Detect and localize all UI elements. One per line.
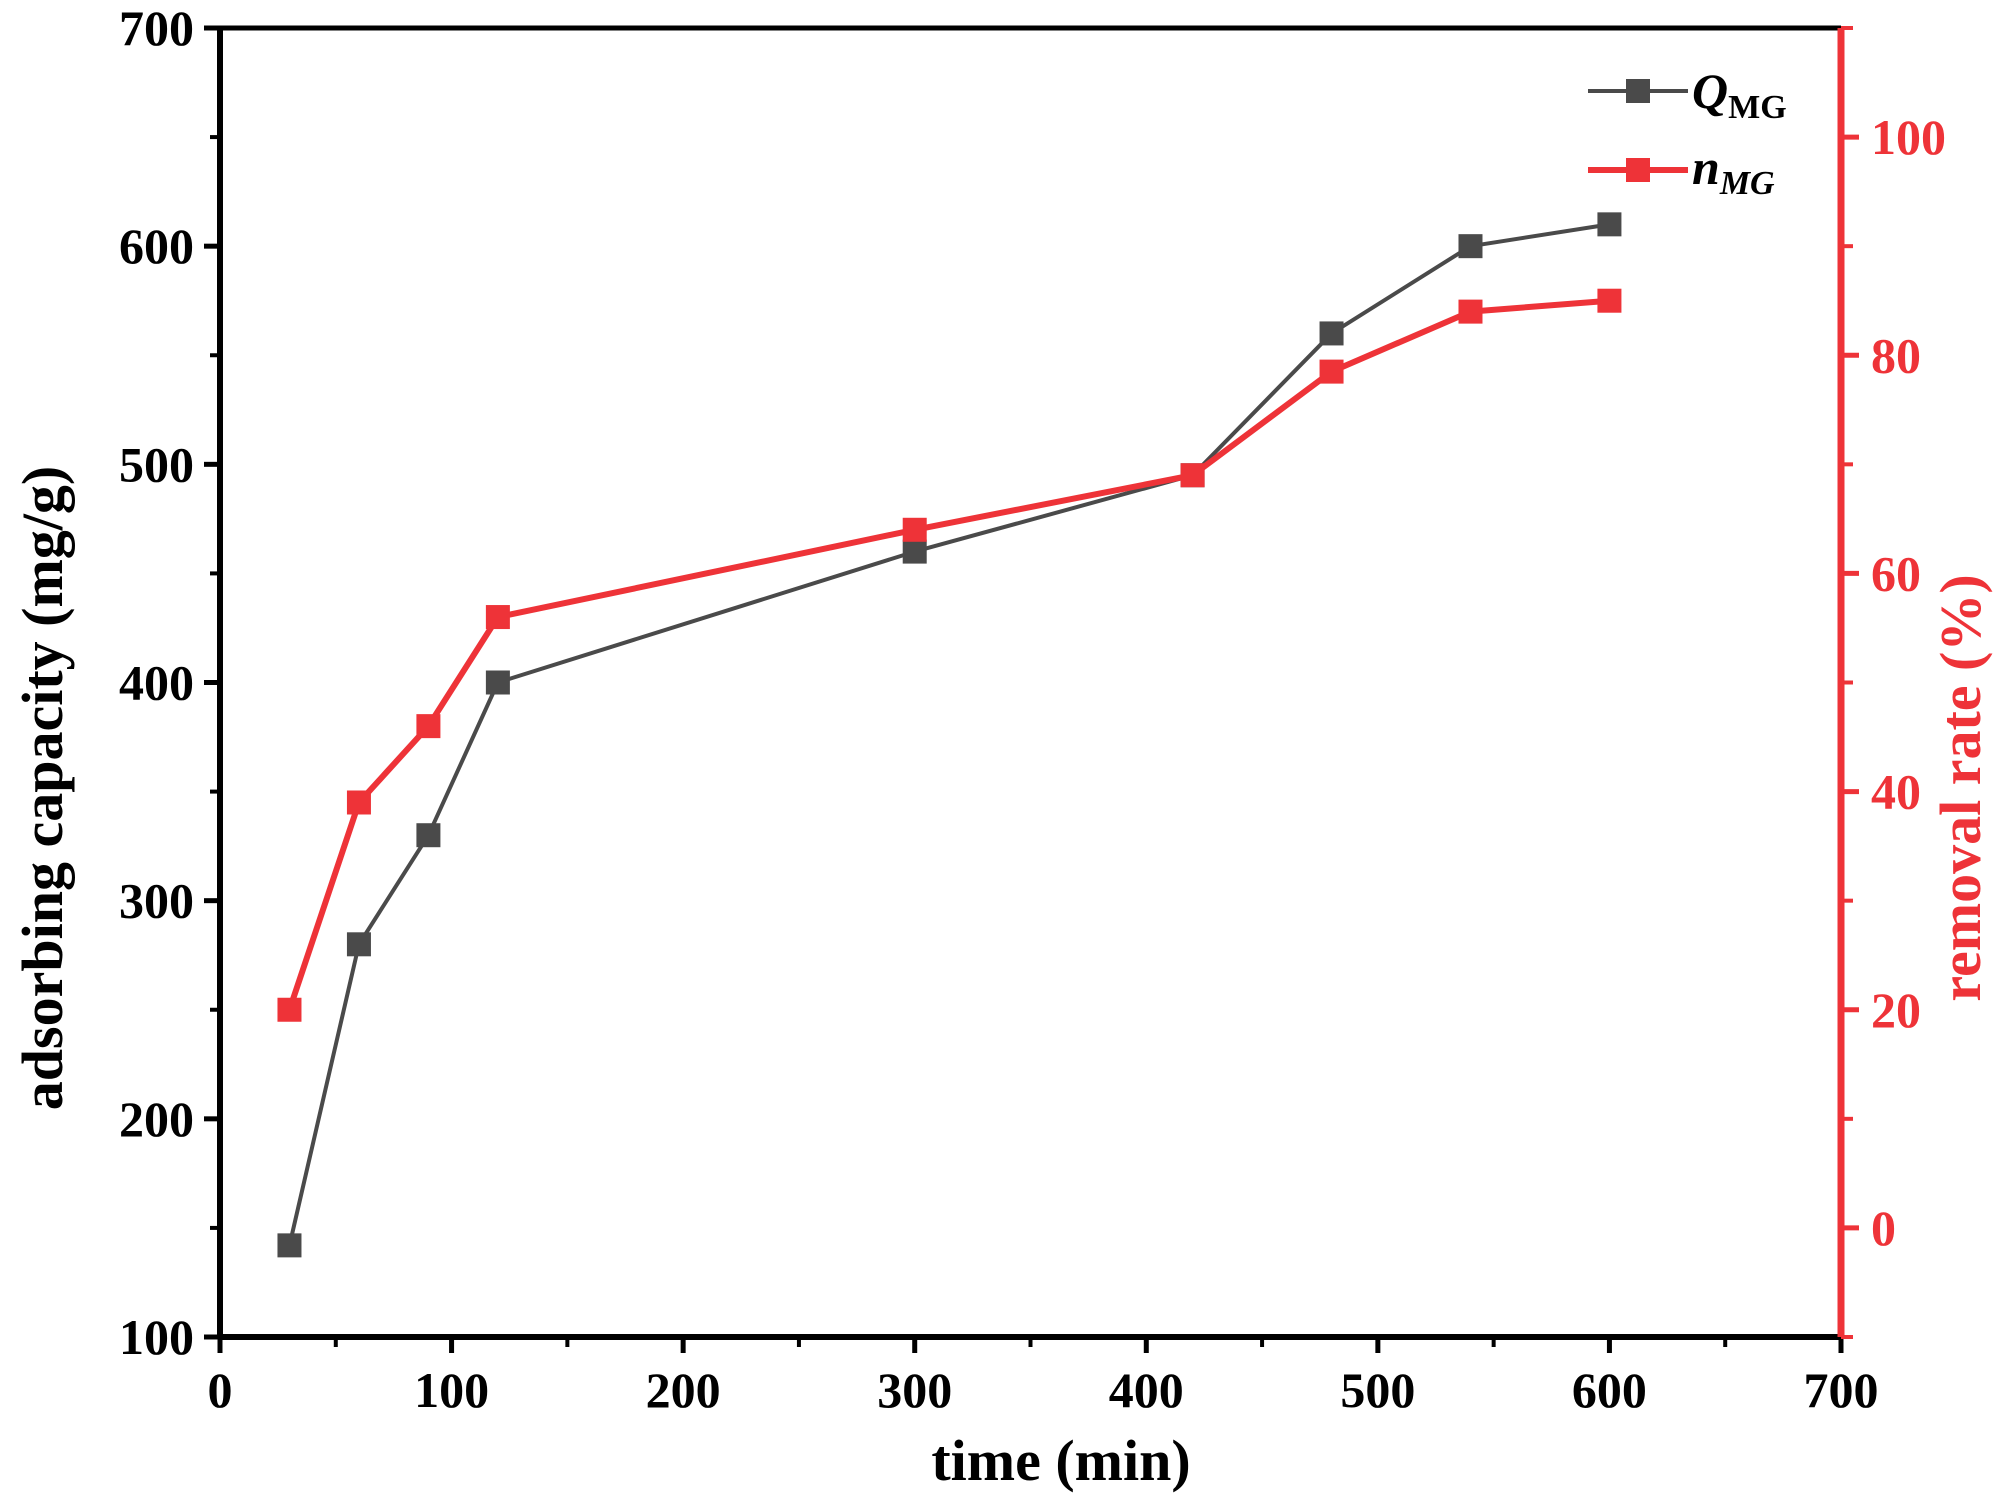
y-tick-label: 600 — [119, 218, 194, 274]
data-point-n-mg — [1597, 288, 1622, 313]
y-tick-label: 700 — [119, 0, 194, 56]
data-point-q-mg — [277, 1233, 302, 1258]
x-tick-label: 600 — [1572, 1362, 1647, 1418]
series-line-n-mg — [286, 297, 1610, 1011]
legend-n-label: nMG — [1692, 139, 1775, 202]
x-axis-title: time (min) — [931, 1428, 1190, 1493]
data-point-q-mg — [1597, 212, 1622, 237]
y2-axis-title: removal rate (%) — [1928, 574, 1993, 1001]
y2-tick-label: 40 — [1871, 764, 1921, 820]
y-tick-label: 200 — [119, 1091, 194, 1147]
y-axis-title: adsorbing capacity (mg/g) — [10, 466, 75, 1110]
data-point-q-mg — [902, 539, 927, 564]
y2-tick-label: 60 — [1871, 545, 1921, 601]
legend-n-sub: MG — [1719, 165, 1775, 202]
y2-tick-label: 80 — [1871, 327, 1921, 383]
x-tick-label: 500 — [1340, 1362, 1415, 1418]
data-point-n-mg — [902, 517, 927, 542]
x-tick-label: 200 — [646, 1362, 721, 1418]
data-point-n-mg — [485, 605, 510, 630]
series-layer — [277, 212, 1622, 1258]
legend-q-label: QMG — [1692, 63, 1787, 126]
x-tick-label: 0 — [208, 1362, 233, 1418]
x-tick-label: 700 — [1804, 1362, 1879, 1418]
data-point-q-mg — [1458, 234, 1483, 259]
y2-tick-label: 20 — [1871, 982, 1921, 1038]
data-point-n-mg — [1180, 463, 1205, 488]
x-tick-label: 300 — [877, 1362, 952, 1418]
legend-n-marker — [1626, 158, 1650, 182]
data-point-q-mg — [1319, 321, 1344, 346]
legend-q-marker — [1626, 79, 1650, 103]
data-point-q-mg — [346, 932, 371, 957]
ticks-layer: 0 100 200 300 400 500 600 700100200300400500600… — [119, 0, 1946, 1418]
data-point-n-mg — [1319, 359, 1344, 384]
x-tick-label: 400 — [1109, 1362, 1184, 1418]
y2-tick-label: 0 — [1871, 1200, 1896, 1256]
y-tick-label: 100 — [119, 1309, 194, 1365]
data-point-n-mg — [277, 997, 302, 1022]
y-tick-label: 300 — [119, 873, 194, 929]
data-point-n-mg — [416, 714, 441, 739]
data-point-q-mg — [416, 823, 441, 848]
legend-q-main: Q — [1692, 63, 1728, 119]
legend-n-main: n — [1692, 139, 1720, 195]
legend: QMG nMG — [1588, 63, 1787, 202]
legend-q-sub: MG — [1728, 89, 1787, 126]
y2-tick-label: 100 — [1871, 109, 1946, 165]
series-line-q-mg — [287, 222, 1610, 1246]
y-tick-label: 500 — [119, 436, 194, 492]
y-tick-label: 400 — [119, 655, 194, 711]
data-point-q-mg — [485, 670, 510, 695]
x-tick-label: 100 — [414, 1362, 489, 1418]
data-point-n-mg — [346, 790, 371, 815]
data-point-n-mg — [1458, 299, 1483, 324]
